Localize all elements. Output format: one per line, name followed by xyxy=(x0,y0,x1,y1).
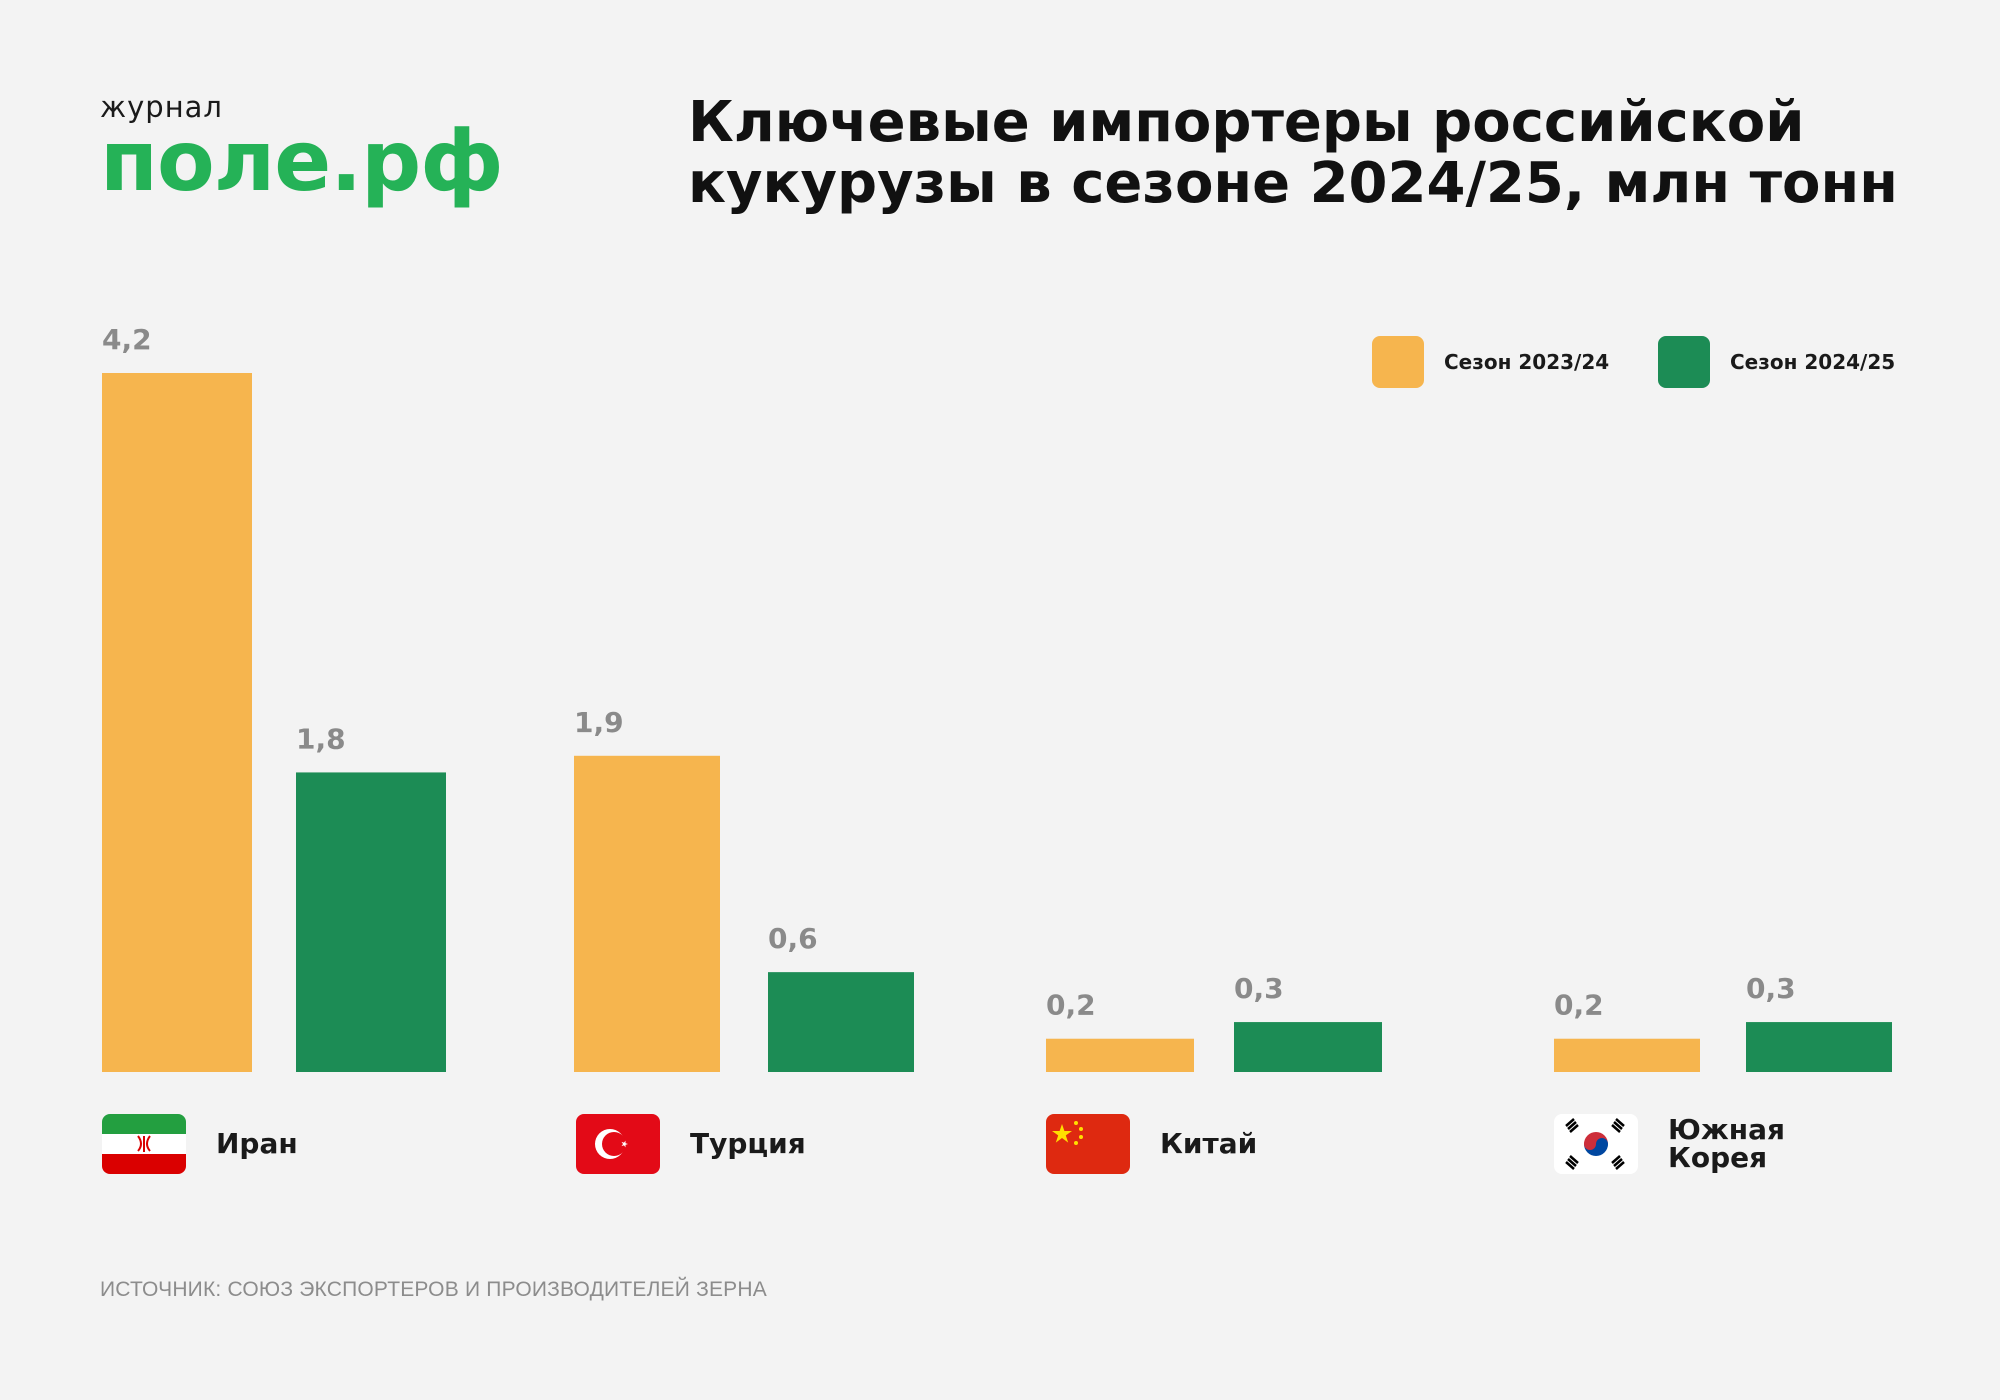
bar-china-2023-24 xyxy=(1046,1038,1194,1072)
legend-item-2023-24: Сезон 2023/24 xyxy=(1372,336,1609,388)
country-label-south-korea: Южная Корея xyxy=(1554,1114,1798,1174)
bar-iran-2023-24 xyxy=(102,373,252,1072)
legend-label-2023-24: Сезон 2023/24 xyxy=(1444,350,1610,374)
bar-label-iran-2023-24: 4,2 xyxy=(102,323,152,356)
logo: журнал поле.рф xyxy=(100,90,504,210)
country-label-iran: Иран xyxy=(102,1114,346,1174)
bar-turkey-2023-24 xyxy=(574,755,720,1072)
chart-title-line-1: Ключевые импортеры российской xyxy=(688,90,1805,155)
bar-south-korea-2024-25 xyxy=(1746,1022,1892,1072)
china-flag-icon xyxy=(1046,1114,1130,1174)
bar-label-turkey-2024-25: 0,6 xyxy=(768,922,818,955)
bar-iran-2024-25 xyxy=(296,772,446,1072)
iran-flag-icon xyxy=(102,1114,186,1174)
country-name-south-korea: Южная Корея xyxy=(1668,1113,1785,1174)
bar-label-china-2023-24: 0,2 xyxy=(1046,989,1096,1022)
legend-item-2024-25: Сезон 2024/25 xyxy=(1658,336,1895,388)
bar-label-south-korea-2024-25: 0,3 xyxy=(1746,972,1796,1005)
logo-small-text: журнал xyxy=(100,90,223,124)
chart-title: Ключевые импортеры российской кукурузы в… xyxy=(688,92,1968,214)
bar-china-2024-25 xyxy=(1234,1022,1382,1072)
south-korea-flag-icon xyxy=(1554,1114,1638,1174)
bar-label-south-korea-2023-24: 0,2 xyxy=(1554,989,1604,1022)
country-name-turkey: Турция xyxy=(690,1127,806,1160)
bar-turkey-2024-25 xyxy=(768,972,914,1072)
bar-south-korea-2023-24 xyxy=(1554,1038,1700,1072)
bar-label-iran-2024-25: 1,8 xyxy=(296,722,346,755)
turkey-flag-icon xyxy=(576,1114,660,1174)
bar-label-turkey-2023-24: 1,9 xyxy=(574,706,624,739)
bar-label-china-2024-25: 0,3 xyxy=(1234,972,1284,1005)
legend-swatch-2024-25 xyxy=(1658,336,1710,388)
logo-big-text: поле.рф xyxy=(100,112,504,210)
country-name-iran: Иран xyxy=(216,1127,298,1160)
legend-swatch-2023-24 xyxy=(1372,336,1424,388)
chart-title-line-2: кукурузы в сезоне 2024/25, млн тонн xyxy=(688,151,1898,216)
source-note: ИСТОЧНИК: СОЮЗ ЭКСПОРТЕРОВ И ПРОИЗВОДИТЕ… xyxy=(100,1278,767,1301)
country-label-china: Китай xyxy=(1046,1114,1290,1174)
legend-label-2024-25: Сезон 2024/25 xyxy=(1730,350,1896,374)
country-label-turkey: Турция xyxy=(576,1114,820,1174)
country-name-china: Китай xyxy=(1160,1127,1258,1160)
